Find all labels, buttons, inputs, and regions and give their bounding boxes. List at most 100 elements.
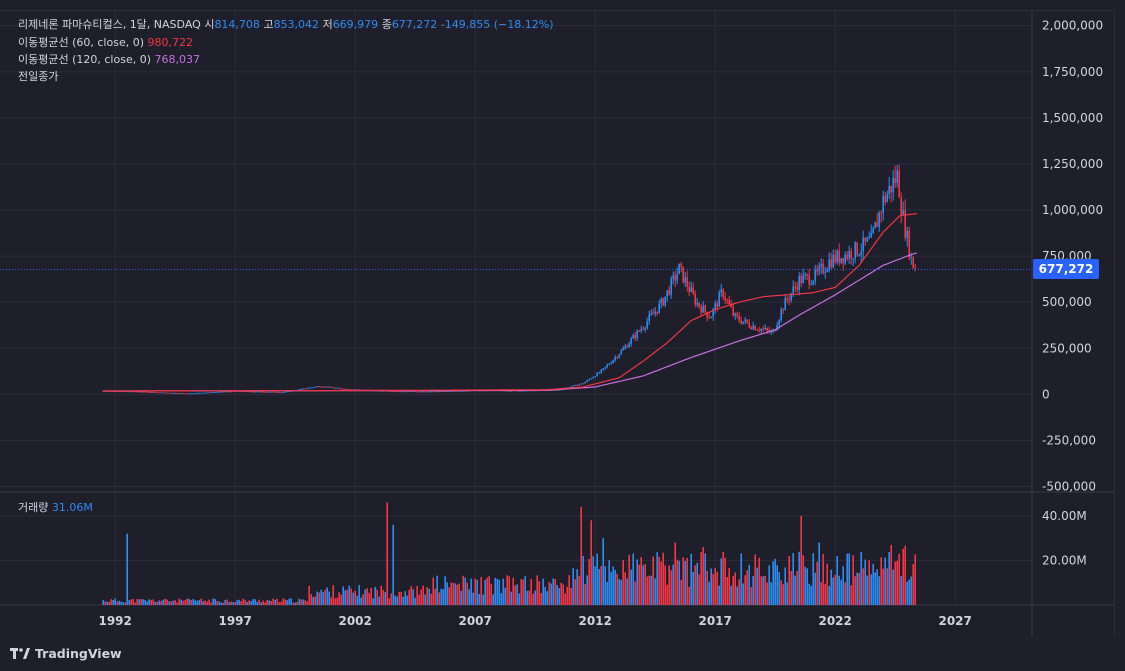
- time-tick-label: 2007: [458, 614, 491, 628]
- candle-body: [764, 328, 766, 330]
- volume-bar: [600, 566, 602, 605]
- volume-bar: [796, 570, 798, 605]
- candle-body: [182, 393, 184, 395]
- volume-bar: [794, 575, 796, 605]
- prev-close-legend[interactable]: 전일종가: [18, 69, 58, 85]
- candle-body: [338, 387, 340, 389]
- candle-body: [810, 283, 812, 285]
- volume-bar: [702, 547, 704, 605]
- volume-bar: [368, 592, 370, 605]
- volume-bar: [136, 598, 138, 605]
- volume-bar: [728, 567, 730, 605]
- volume-bar: [864, 559, 866, 605]
- candle-body: [200, 392, 202, 394]
- volume-bar: [860, 551, 862, 605]
- volume-bar: [754, 554, 756, 605]
- volume-bar: [442, 589, 444, 605]
- ma60-legend[interactable]: 이동평균선 (60, close, 0) 980,722: [18, 35, 193, 51]
- volume-bar: [314, 596, 316, 605]
- volume-bar: [178, 598, 180, 605]
- candle-body: [466, 390, 468, 392]
- volume-bar: [784, 567, 786, 605]
- volume-bar: [260, 602, 262, 605]
- volume-bar: [154, 601, 156, 605]
- volume-bar: [450, 582, 452, 605]
- volume-bar: [312, 596, 314, 605]
- volume-bar: [660, 561, 662, 605]
- ma120-legend[interactable]: 이동평균선 (120, close, 0) 768,037: [18, 52, 200, 68]
- volume-bar: [418, 594, 420, 605]
- volume-bar: [460, 590, 462, 605]
- volume-bar: [308, 585, 310, 605]
- candle-body: [638, 330, 640, 332]
- chart-frame: -500,000 -250,000 0 250,000 500,000 750,000 1,…: [0, 10, 1115, 638]
- tradingview-logo[interactable]: TradingView: [10, 646, 122, 661]
- volume-bar: [872, 563, 874, 605]
- volume-bar: [206, 601, 208, 605]
- volume-bar: [892, 569, 894, 605]
- time-tick-label: 2027: [938, 614, 971, 628]
- candle-body: [600, 369, 602, 373]
- candle-body: [786, 298, 788, 301]
- volume-bar: [570, 587, 572, 605]
- volume-legend[interactable]: 거래량 31.06M: [18, 500, 93, 516]
- low-label: 저: [322, 18, 333, 31]
- volume-bar: [454, 583, 456, 605]
- candle-body: [130, 391, 132, 393]
- volume-bar: [594, 566, 596, 605]
- candle-body: [582, 383, 584, 385]
- volume-bar: [846, 553, 848, 605]
- candle-body: [176, 392, 178, 394]
- volume-bar: [356, 595, 358, 605]
- candle-body: [300, 388, 302, 390]
- volume-bar: [884, 557, 886, 605]
- candle-body: [718, 292, 720, 307]
- volume-bar: [838, 575, 840, 605]
- candle-body: [148, 391, 150, 393]
- chart-svg[interactable]: -500,000-250,0000250,000500,000750,0001,…: [0, 11, 1114, 637]
- volume-bar: [768, 565, 770, 605]
- candle-body: [602, 368, 604, 370]
- candle-body: [850, 250, 852, 260]
- candle-body: [146, 391, 148, 393]
- candle-body: [906, 230, 908, 238]
- volume-bar: [158, 600, 160, 605]
- volume-bar: [812, 553, 814, 605]
- candle-body: [760, 328, 762, 331]
- volume-bar: [264, 602, 266, 605]
- volume-bar: [648, 575, 650, 605]
- candle-body: [624, 346, 626, 349]
- candle-body: [834, 254, 836, 263]
- candle-body: [644, 327, 646, 330]
- volume-bar: [132, 599, 134, 605]
- volume-bar: [538, 581, 540, 605]
- volume-bar: [518, 593, 520, 605]
- candle-body: [178, 392, 180, 394]
- volume-bar: [844, 582, 846, 605]
- candle-body: [390, 390, 392, 392]
- candle-body: [728, 299, 730, 305]
- volume-bar: [378, 596, 380, 605]
- candle-body: [506, 390, 508, 392]
- volume-bar: [886, 568, 888, 605]
- candle-body: [202, 392, 204, 394]
- volume-bar: [584, 583, 586, 605]
- candle-body: [648, 314, 650, 322]
- close-value: 677,272: [391, 18, 438, 31]
- volume-bar: [304, 600, 306, 605]
- volume-bar: [294, 602, 296, 605]
- volume-bar: [758, 557, 760, 605]
- ma60-line: [103, 213, 917, 392]
- candle-body: [690, 287, 692, 292]
- candle-body: [256, 391, 258, 393]
- candle-body: [866, 238, 868, 242]
- volume-bar: [672, 564, 674, 605]
- volume-bar: [502, 578, 504, 605]
- volume-bar: [626, 578, 628, 605]
- candle-body: [462, 390, 464, 392]
- volume-bar: [462, 575, 464, 605]
- volume-bar: [606, 581, 608, 605]
- candle-body: [280, 392, 282, 394]
- candle-body: [166, 392, 168, 394]
- volume-bar: [620, 579, 622, 605]
